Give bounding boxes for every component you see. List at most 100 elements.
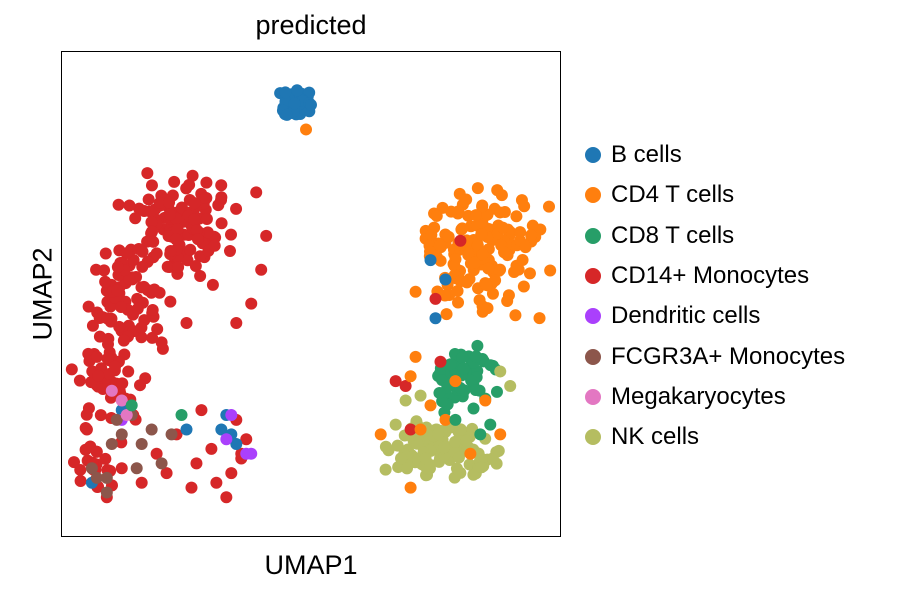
- scatter-point: [279, 86, 292, 99]
- scatter-point: [399, 394, 412, 407]
- scatter-point: [220, 491, 233, 504]
- scatter-point: [230, 438, 243, 451]
- scatter-point: [490, 385, 503, 398]
- legend-marker: [585, 348, 601, 365]
- scatter-point: [146, 303, 159, 316]
- scatter-point: [514, 226, 527, 239]
- scatter-point: [150, 447, 163, 460]
- scatter-point: [190, 457, 203, 470]
- scatter-point: [100, 471, 113, 484]
- scatter-point: [255, 263, 268, 276]
- scatter-point: [225, 409, 238, 421]
- scatter-point: [432, 427, 445, 440]
- scatter-point: [99, 452, 112, 465]
- scatter-point: [409, 285, 422, 298]
- scatter-point: [201, 226, 214, 239]
- legend-label: FCGR3A+ Monocytes: [611, 342, 846, 370]
- scatter-point: [280, 108, 293, 121]
- scatter-point: [523, 267, 536, 280]
- scatter-point: [180, 317, 193, 330]
- scatter-point: [469, 350, 482, 363]
- scatter-point: [468, 256, 481, 269]
- scatter-point: [250, 186, 263, 199]
- scatter-point: [494, 365, 507, 378]
- scatter-point: [184, 243, 197, 256]
- chart-title: predicted: [255, 10, 367, 40]
- scatter-point: [113, 320, 126, 333]
- scatter-point: [460, 434, 473, 447]
- scatter-point: [448, 259, 461, 272]
- scatter-point: [115, 428, 128, 441]
- scatter-point: [399, 379, 412, 392]
- scatter-point: [424, 399, 437, 412]
- scatter-point: [449, 375, 462, 388]
- scatter-point: [424, 254, 437, 267]
- scatter-point: [155, 336, 168, 349]
- scatter-point: [411, 437, 424, 450]
- scatter-point: [80, 423, 93, 436]
- scatter-point: [180, 423, 193, 436]
- scatter-point: [168, 175, 181, 188]
- scatter-point: [440, 308, 453, 321]
- legend-label: CD14+ Monocytes: [611, 262, 810, 290]
- scatter-point: [433, 386, 446, 399]
- scatter-point: [210, 476, 223, 489]
- scatter-point: [508, 266, 521, 279]
- scatter-point: [518, 200, 531, 213]
- scatter-point: [65, 363, 78, 376]
- scatter-point: [445, 205, 458, 218]
- scatter-point: [145, 423, 158, 436]
- scatter-point: [208, 239, 221, 252]
- scatter-point: [526, 219, 539, 232]
- scatter-point: [379, 440, 392, 453]
- scatter-point: [479, 394, 492, 407]
- scatter-point: [279, 95, 292, 108]
- scatter-point: [498, 246, 511, 259]
- scatter-point: [288, 97, 301, 110]
- scatter-point: [230, 202, 243, 215]
- scatter-point: [105, 384, 118, 397]
- scatter-point: [135, 321, 148, 334]
- scatter-point: [170, 233, 183, 246]
- scatter-point: [452, 451, 465, 464]
- scatter-point: [429, 312, 442, 325]
- scatter-point: [449, 413, 462, 426]
- scatter-point: [510, 210, 523, 223]
- scatter-point: [494, 428, 507, 441]
- scatter-point: [476, 200, 489, 213]
- scatter-point: [471, 339, 484, 352]
- scatter-point: [137, 280, 150, 293]
- scatter-point: [92, 369, 105, 382]
- scatter-point: [120, 409, 133, 421]
- scatter-point: [480, 278, 493, 291]
- scatter-point: [171, 223, 184, 236]
- scatter-point: [542, 200, 555, 213]
- legend-marker: [585, 147, 601, 164]
- scatter-point: [224, 228, 237, 241]
- scatter-point: [425, 229, 438, 242]
- scatter-point: [115, 462, 128, 475]
- scatter-point: [438, 289, 451, 302]
- scatter-point: [391, 439, 404, 452]
- scatter-point: [145, 179, 158, 192]
- scatter-point: [164, 295, 177, 308]
- scatter-point: [471, 182, 484, 195]
- scatter-point: [134, 379, 147, 392]
- scatter-point: [190, 224, 203, 237]
- legend-item: CD14+ Monocytes: [585, 256, 845, 296]
- scatter-point: [125, 399, 138, 412]
- scatter-point: [492, 444, 505, 457]
- scatter-point: [230, 317, 243, 330]
- scatter-point: [493, 264, 506, 277]
- scatter-point: [188, 213, 201, 226]
- scatter-point: [460, 276, 473, 289]
- scatter-point: [205, 442, 218, 455]
- scatter-point: [444, 358, 457, 371]
- scatter-point: [130, 462, 143, 475]
- legend-marker: [585, 227, 601, 244]
- scatter-point: [136, 260, 149, 273]
- scatter-point: [123, 199, 136, 212]
- scatter-point: [467, 402, 480, 415]
- scatter-point: [414, 389, 427, 402]
- legend-marker: [585, 429, 601, 446]
